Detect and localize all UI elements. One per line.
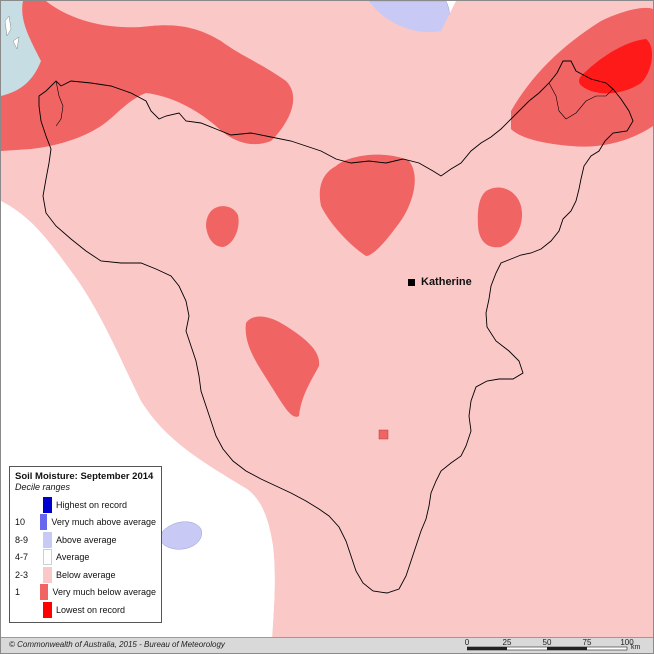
- legend-item-code: 2-3: [15, 569, 29, 580]
- legend-subtitle: Decile ranges: [15, 482, 71, 492]
- legend-item-label: Very much below average: [52, 587, 156, 598]
- legend-item-label: Lowest on record: [56, 604, 126, 615]
- legend-item: 1 Very much below average: [15, 584, 156, 602]
- scale-tick-label: 50: [542, 638, 552, 647]
- sub-catchment-boundary: [55, 80, 614, 127]
- legend-item-code: 4-7: [15, 552, 29, 563]
- very-much-below-blob-west: [206, 206, 239, 247]
- sea-area: [1, 1, 41, 96]
- legend-item: 2-3 Below average: [15, 566, 156, 584]
- legend-swatch: [43, 496, 52, 513]
- legend-item-code: 10: [15, 517, 26, 528]
- legend-swatch: [43, 601, 52, 618]
- scale-bar-graphic: [466, 646, 628, 651]
- scale-unit-label: km: [631, 644, 641, 651]
- copyright-text: © Commonwealth of Australia, 2015 - Bure…: [9, 640, 225, 649]
- legend-item-label: Highest on record: [56, 499, 128, 510]
- lowest-on-record-patch: [579, 39, 653, 94]
- coast-islands: [4, 15, 20, 50]
- legend-item: Highest on record: [15, 496, 156, 514]
- legend-item-label: Very much above average: [51, 517, 156, 528]
- very-much-below-blob-south: [245, 316, 320, 417]
- legend-item: 8-9 Above average: [15, 531, 156, 549]
- town-label: Katherine: [421, 276, 472, 288]
- legend-title: Soil Moisture: September 2014: [15, 471, 154, 482]
- legend: Soil Moisture: September 2014 Decile ran…: [9, 466, 162, 623]
- legend-swatch: [39, 514, 48, 531]
- legend-item: Lowest on record: [15, 601, 156, 619]
- scale-bar: 0 25 50 75 100 km: [464, 638, 653, 653]
- scale-tick-label: 100: [620, 638, 634, 647]
- very-much-below-blob-central-north: [319, 154, 415, 256]
- legend-item-code: 1: [15, 587, 21, 598]
- scale-tick-label: 75: [582, 638, 592, 647]
- legend-swatch: [40, 584, 49, 601]
- very-much-below-north-band: [1, 1, 294, 151]
- legend-item: 4-7 Average: [15, 549, 156, 567]
- above-average-patch-bottom-left-2: [160, 521, 202, 550]
- town-marker: [408, 279, 415, 286]
- very-much-below-tiny-patch: [378, 429, 389, 440]
- catchment-boundary: [38, 60, 634, 594]
- footer: © Commonwealth of Australia, 2015 - Bure…: [1, 637, 653, 653]
- legend-item-label: Above average: [56, 534, 117, 545]
- legend-items: Highest on record 10 Very much above avera…: [15, 496, 156, 619]
- legend-item-label: Average: [56, 552, 90, 563]
- legend-item-code: 8-9: [15, 534, 29, 545]
- scale-tick-label: 25: [502, 638, 512, 647]
- legend-swatch: [43, 549, 52, 566]
- legend-item: 10 Very much above average: [15, 514, 156, 532]
- very-much-below-blob-east: [477, 187, 523, 248]
- legend-swatch: [43, 566, 52, 583]
- legend-item-label: Below average: [56, 569, 116, 580]
- legend-swatch: [43, 531, 52, 548]
- scale-tick-label: 0: [464, 638, 470, 647]
